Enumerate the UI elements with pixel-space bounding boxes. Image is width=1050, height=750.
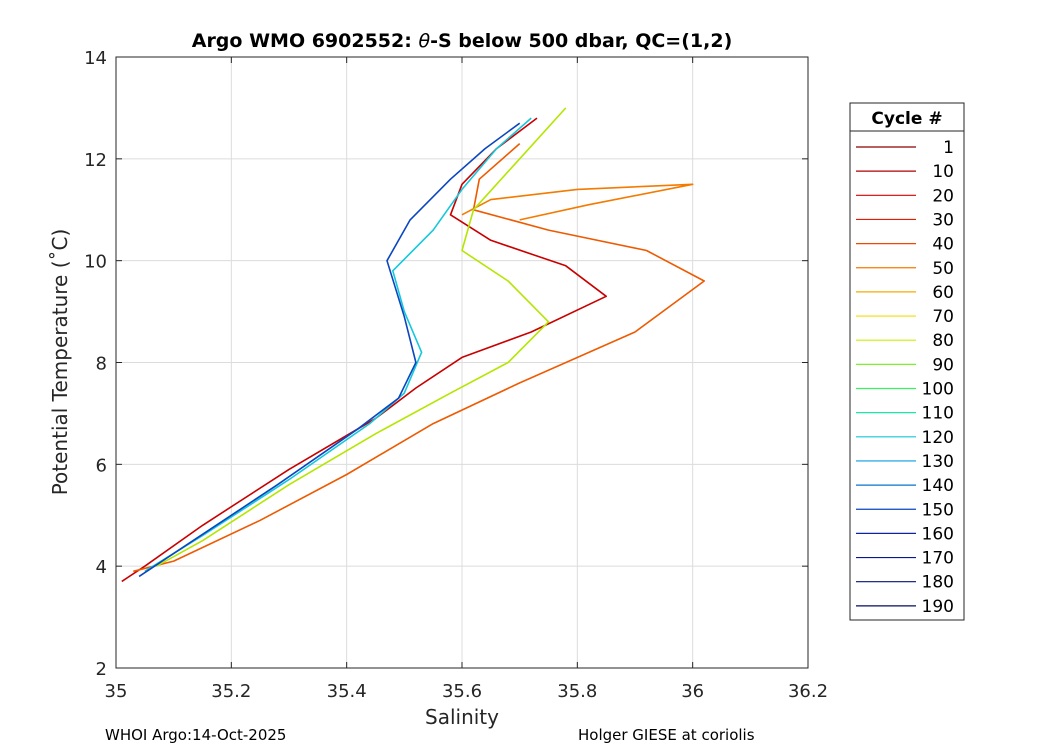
y-tick-label: 12	[84, 150, 107, 171]
legend-entry-label: 180	[922, 573, 954, 593]
y-tick-label: 10	[84, 252, 107, 273]
legend-entry-label: 90	[932, 355, 954, 375]
legend-entry-label: 120	[922, 428, 954, 448]
y-tick-label: 4	[96, 557, 107, 578]
x-tick-label: 35.2	[211, 681, 251, 702]
x-tick-label: 35.4	[327, 681, 367, 702]
legend-entry-label: 160	[922, 524, 954, 544]
legend-entry-label: 140	[922, 476, 954, 496]
x-axis-label: Salinity	[425, 705, 499, 729]
legend-entry-label: 10	[932, 162, 954, 182]
y-tick-label: 8	[96, 354, 107, 375]
x-tick-label: 35.6	[442, 681, 482, 702]
legend: Cycle # 11020304050607080901001101201301…	[849, 102, 965, 621]
legend-entry-label: 20	[932, 186, 954, 206]
legend-entry-label: 40	[932, 235, 954, 255]
series-line	[461, 183, 694, 221]
series-line	[138, 122, 521, 578]
y-tick-label: 14	[84, 48, 107, 69]
legend-entry-label: 100	[922, 380, 954, 400]
y-tick-label: 6	[96, 455, 107, 476]
footer-left: WHOI Argo:14-Oct-2025	[105, 726, 286, 744]
x-tick-label: 35	[105, 681, 128, 702]
legend-entry-label: 70	[932, 307, 954, 327]
legend-entry-label: 30	[932, 210, 954, 230]
axis-ticks: 35 35.2 35.4 35.6 35.8 36 36.2 2 4 6 8 10 12 14	[84, 48, 828, 702]
y-axis-label: Potential Temperature (˚C)	[48, 229, 72, 496]
legend-entry-label: 60	[932, 283, 954, 303]
legend-entry-label: 50	[932, 259, 954, 279]
x-tick-label: 36.2	[788, 681, 828, 702]
series-line	[144, 117, 532, 572]
legend-entry-label: 110	[922, 404, 954, 424]
legend-entry-label: 1	[943, 138, 954, 158]
legend-entry-label: 150	[922, 500, 954, 520]
x-tick-label: 36	[681, 681, 704, 702]
data-series	[121, 107, 706, 583]
x-tick-label: 35.8	[557, 681, 597, 702]
y-tick-label: 2	[96, 659, 107, 680]
legend-entry-label: 80	[932, 331, 954, 351]
legend-entry-label: 170	[922, 549, 954, 569]
chart-title: Argo WMO 6902552: θ-S below 500 dbar, QC…	[192, 30, 733, 52]
legend-entry-label: 190	[922, 597, 954, 617]
legend-title: Cycle #	[871, 109, 942, 129]
footer-right: Holger GIESE at coriolis	[578, 726, 755, 744]
legend-entry-label: 130	[922, 452, 954, 472]
series-line	[156, 107, 567, 567]
